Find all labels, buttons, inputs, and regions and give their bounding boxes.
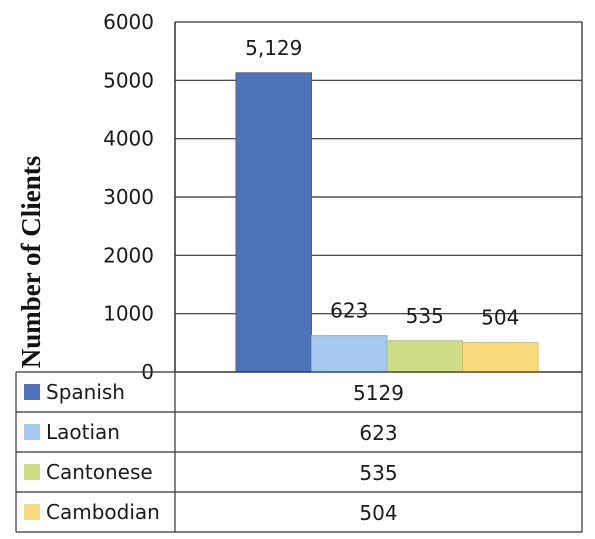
legend-label-cantonese: Cantonese [46,460,153,484]
data-label-spanish: 5,129 [245,36,302,60]
y-tick-label: 3000 [103,185,154,209]
plot-frame [174,22,583,372]
bar-cantonese [386,340,463,373]
table-value-cantonese: 535 [359,461,397,485]
legend-label-cambodian: Cambodian [46,500,160,524]
legend-key-spanish [24,384,40,400]
data-table: Spanish 5129 Laotian 623 Cantonese 535 Cambodi… [15,371,583,533]
legend-label-laotian: Laotian [46,420,120,444]
data-label-cambodian: 504 [481,306,519,330]
data-labels: 5,129 623 535 504 [245,36,519,330]
y-tick-label: 1000 [103,302,154,326]
table-value-laotian: 623 [359,421,397,445]
legend-key-cantonese [24,464,40,480]
data-label-cantonese: 535 [406,304,444,328]
data-label-laotian: 623 [330,299,368,323]
y-tick-label: 6000 [103,10,154,34]
bar-cambodian [462,342,539,373]
legend-label-spanish: Spanish [46,380,125,404]
bar-spanish [235,72,312,373]
bar-laotian [311,335,388,373]
legend-key-laotian [24,424,40,440]
y-tick-label: 2000 [103,243,154,267]
y-tick-label: 5000 [103,68,154,92]
table-value-spanish: 5129 [353,381,404,405]
legend-key-cambodian [24,504,40,520]
y-axis-title: Number of Clients [16,156,46,369]
table-value-cambodian: 504 [359,501,397,525]
y-tick-label: 4000 [103,127,154,151]
